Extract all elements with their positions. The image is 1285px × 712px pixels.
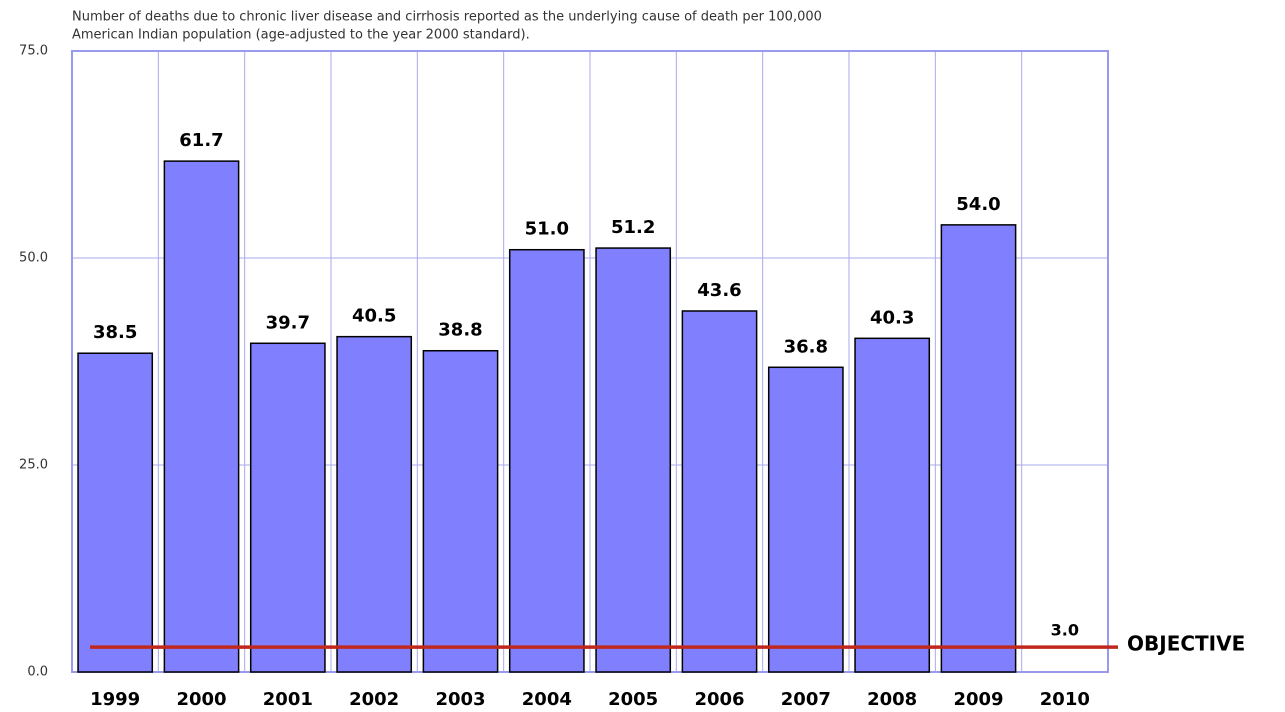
bar [681,310,758,673]
data-label: 36.8 [784,336,828,357]
data-label: 39.7 [266,312,310,333]
y-tick-label: 0.0 [27,665,48,680]
bar [249,342,326,673]
x-tick-label: 2001 [263,689,313,710]
bar [336,335,413,673]
x-tick-label: 2009 [953,689,1003,710]
x-tick-label: 2008 [867,689,917,710]
data-label: 38.8 [438,320,482,341]
objective-label: OBJECTIVE [1127,632,1245,656]
data-label: 40.5 [352,306,396,327]
data-label: 38.5 [93,322,137,343]
data-label: 54.0 [956,194,1000,215]
x-tick-label: 2002 [349,689,399,710]
chart-title: Number of deaths due to chronic liver di… [72,10,822,25]
x-tick-label: 2007 [781,689,831,710]
bar [595,247,672,673]
data-label: 51.2 [611,217,655,238]
x-tick-label: 2005 [608,689,658,710]
data-label: 61.7 [179,130,223,151]
data-label: 51.0 [525,219,569,240]
y-tick-label: 25.0 [19,458,48,473]
x-tick-label: 2000 [176,689,226,710]
data-label: 40.3 [870,307,914,328]
bar [508,248,585,673]
bar [767,366,844,673]
x-tick-label: 1999 [90,689,140,710]
chart-title: American Indian population (age-adjusted… [72,28,530,43]
y-tick-label: 75.0 [19,44,48,59]
bar [77,352,154,673]
x-tick-label: 2010 [1040,689,1090,710]
data-label: 43.6 [697,280,741,301]
bar [854,337,931,673]
x-tick-label: 2006 [694,689,744,710]
bar [422,349,499,673]
y-tick-label: 50.0 [19,251,48,266]
objective-value-label: 3.0 [1051,621,1079,640]
x-tick-label: 2003 [435,689,485,710]
bar [163,160,240,673]
bar [940,224,1017,673]
x-tick-label: 2004 [522,689,572,710]
plot-border [71,50,1109,673]
